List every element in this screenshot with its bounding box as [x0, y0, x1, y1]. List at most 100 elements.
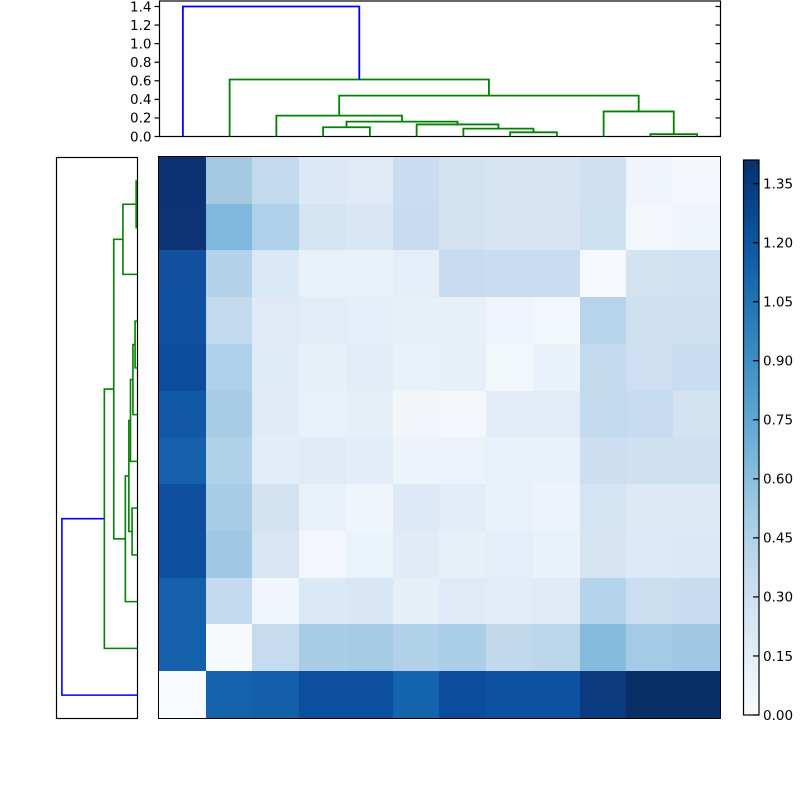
heatmap-cell-r10c11 [626, 577, 674, 625]
dendrogram-link-green [649, 133, 699, 137]
heatmap-cell-r4c9 [532, 297, 580, 344]
heatmap-cell-r9c10 [579, 530, 627, 578]
heatmap-cell-r5c12 [673, 343, 720, 391]
heatmap-cell-r10c9 [532, 577, 580, 625]
heatmap-cell-r6c8 [486, 390, 533, 438]
heatmap-cell-r12c5 [345, 671, 393, 718]
heatmap-cell-r11c7 [439, 624, 487, 672]
heatmap-cell-r1c8 [486, 156, 533, 204]
colorbar-tick-label: 0.75 [763, 413, 793, 429]
heatmap-cell-r7c2 [205, 437, 253, 485]
heatmap-cell-r7c9 [532, 437, 580, 485]
heatmap-cell-r6c11 [626, 390, 674, 438]
colorbar-tick-label: 1.20 [763, 235, 793, 251]
heatmap-cell-r10c2 [205, 577, 253, 625]
heatmap-cell-r3c6 [392, 250, 440, 298]
heatmap-cell-r2c8 [486, 203, 533, 251]
heatmap-cell-r6c3 [252, 390, 300, 438]
heatmap-cell-r3c11 [626, 250, 674, 298]
heatmap-cell-r9c8 [486, 530, 533, 578]
heatmap-cell-r2c6 [392, 203, 440, 251]
heatmap-cell-r1c2 [205, 156, 253, 204]
heatmap-cell-r11c10 [579, 624, 627, 672]
heatmap-cell-r8c12 [673, 484, 720, 531]
heatmap-cell-r2c4 [299, 203, 346, 251]
heatmap-cell-r1c9 [532, 156, 580, 204]
top-dendro-ytick-label: 0.8 [130, 55, 151, 71]
heatmap-cell-r3c5 [345, 250, 393, 298]
heatmap-cell-r12c7 [439, 671, 487, 718]
dendrogram-link-green [131, 507, 138, 556]
heatmap-cell-r4c4 [299, 297, 346, 344]
heatmap-cell-r9c6 [392, 530, 440, 578]
heatmap-cell-r7c6 [392, 437, 440, 485]
heatmap-cell-r3c2 [205, 250, 253, 298]
heatmap-cell-r9c7 [439, 530, 487, 578]
heatmap-cell-r6c10 [579, 390, 627, 438]
heatmap-cell-r11c4 [299, 624, 346, 672]
dendrogram-link-green [415, 123, 500, 137]
heatmap-cell-r4c3 [252, 297, 300, 344]
colorbar-tick-label: 0.15 [763, 649, 793, 665]
heatmap-cell-r4c2 [205, 297, 253, 344]
heatmap-cell-r11c2 [205, 624, 253, 672]
heatmap-cell-r3c7 [439, 250, 487, 298]
heatmap-cell-r4c8 [486, 297, 533, 344]
heatmap-cell-r9c12 [673, 530, 720, 578]
heatmap-cell-r6c1 [158, 390, 206, 438]
dendrogram-link-green [112, 238, 126, 540]
heatmap-cell-r1c7 [439, 156, 487, 204]
dendrogram-link-green [338, 94, 640, 116]
dendrogram-link-green [509, 131, 558, 137]
heatmap-cell-r6c2 [205, 390, 253, 438]
heatmap-cell-r7c10 [579, 437, 627, 485]
heatmap-cell-r8c9 [532, 484, 580, 531]
heatmap-cell-r11c6 [392, 624, 440, 672]
heatmap-cell-r7c8 [486, 437, 533, 485]
heatmap-cell-r8c4 [299, 484, 346, 531]
heatmap-cell-r1c5 [345, 156, 393, 204]
heatmap-cell-r5c7 [439, 343, 487, 391]
heatmap-cell-r1c1 [158, 156, 206, 204]
heatmap-cell-r10c5 [345, 577, 393, 625]
heatmap-cell-r12c1 [158, 671, 206, 718]
heatmap-cell-r2c11 [626, 203, 674, 251]
heatmap-cell-r12c12 [673, 671, 720, 718]
top-dendro-ytick-label: 1.2 [130, 18, 151, 34]
heatmap-cell-r7c11 [626, 437, 674, 485]
heatmap-cell-r8c11 [626, 484, 674, 531]
heatmap-cell-r7c7 [439, 437, 487, 485]
heatmap-cell-r10c7 [439, 577, 487, 625]
heatmap-cell-r5c8 [486, 343, 533, 391]
heatmap-cell-r11c9 [532, 624, 580, 672]
colorbar-tick-label: 0.00 [763, 708, 793, 724]
colorbar-tick-label: 0.45 [763, 531, 793, 547]
heatmap-cell-r7c4 [299, 437, 346, 485]
colorbar-tick-label: 0.30 [763, 590, 793, 606]
heatmap-cell-r9c5 [345, 530, 393, 578]
heatmap-cell-r3c8 [486, 250, 533, 298]
left-dendrogram [55, 156, 139, 720]
heatmap-cell-r12c2 [205, 671, 253, 718]
heatmap-cell-r4c11 [626, 297, 674, 344]
heatmap-cell-r12c9 [532, 671, 580, 718]
heatmap-cell-r8c5 [345, 484, 393, 531]
heatmap-cell-r9c11 [626, 530, 674, 578]
heatmap-cell-r3c9 [532, 250, 580, 298]
dendrogram-link-green [122, 203, 138, 276]
heatmap-cell-r9c1 [158, 530, 206, 578]
heatmap-cell-r8c7 [439, 484, 487, 531]
heatmap-cell-r12c3 [252, 671, 300, 718]
heatmap-matrix [157, 155, 721, 719]
heatmap-cell-r5c1 [158, 343, 206, 391]
heatmap-cell-r11c12 [673, 624, 720, 672]
heatmap-cell-r11c1 [158, 624, 206, 672]
heatmap-cell-r6c9 [532, 390, 580, 438]
top-dendro-ytick-label: 0.4 [130, 92, 151, 108]
heatmap-cell-r7c12 [673, 437, 720, 485]
heatmap-cell-r8c2 [205, 484, 253, 531]
heatmap-cell-r5c2 [205, 343, 253, 391]
heatmap-cell-r9c2 [205, 530, 253, 578]
